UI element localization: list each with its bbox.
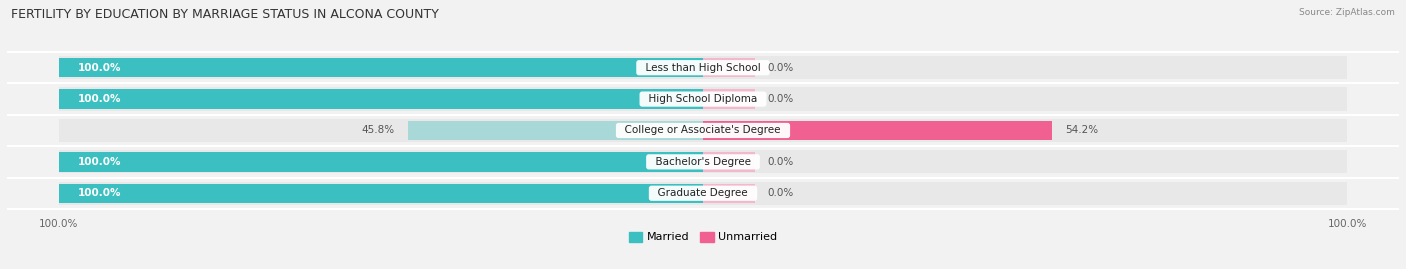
Bar — [703, 121, 1052, 140]
Bar — [59, 89, 703, 109]
Bar — [59, 152, 703, 172]
Text: College or Associate's Degree: College or Associate's Degree — [619, 125, 787, 136]
Text: 100.0%: 100.0% — [77, 157, 121, 167]
Bar — [703, 89, 755, 109]
Text: Bachelor's Degree: Bachelor's Degree — [648, 157, 758, 167]
Bar — [59, 182, 1347, 205]
Bar — [59, 87, 1347, 111]
Text: 0.0%: 0.0% — [768, 157, 794, 167]
Text: 100.0%: 100.0% — [77, 94, 121, 104]
Bar — [703, 58, 755, 77]
Text: 100.0%: 100.0% — [77, 63, 121, 73]
Bar — [59, 58, 703, 77]
Text: Source: ZipAtlas.com: Source: ZipAtlas.com — [1299, 8, 1395, 17]
Bar — [59, 183, 703, 203]
Text: 100.0%: 100.0% — [77, 188, 121, 198]
Text: 0.0%: 0.0% — [768, 94, 794, 104]
Bar — [59, 56, 1347, 79]
Bar — [59, 119, 1347, 142]
Text: Graduate Degree: Graduate Degree — [651, 188, 755, 198]
Text: High School Diploma: High School Diploma — [643, 94, 763, 104]
Text: 0.0%: 0.0% — [768, 188, 794, 198]
Text: 54.2%: 54.2% — [1066, 125, 1098, 136]
Bar — [59, 150, 1347, 174]
Bar — [408, 121, 703, 140]
Bar — [703, 183, 755, 203]
Text: Less than High School: Less than High School — [638, 63, 768, 73]
Bar — [703, 152, 755, 172]
Legend: Married, Unmarried: Married, Unmarried — [624, 227, 782, 247]
Text: 45.8%: 45.8% — [361, 125, 395, 136]
Text: FERTILITY BY EDUCATION BY MARRIAGE STATUS IN ALCONA COUNTY: FERTILITY BY EDUCATION BY MARRIAGE STATU… — [11, 8, 439, 21]
Text: 0.0%: 0.0% — [768, 63, 794, 73]
